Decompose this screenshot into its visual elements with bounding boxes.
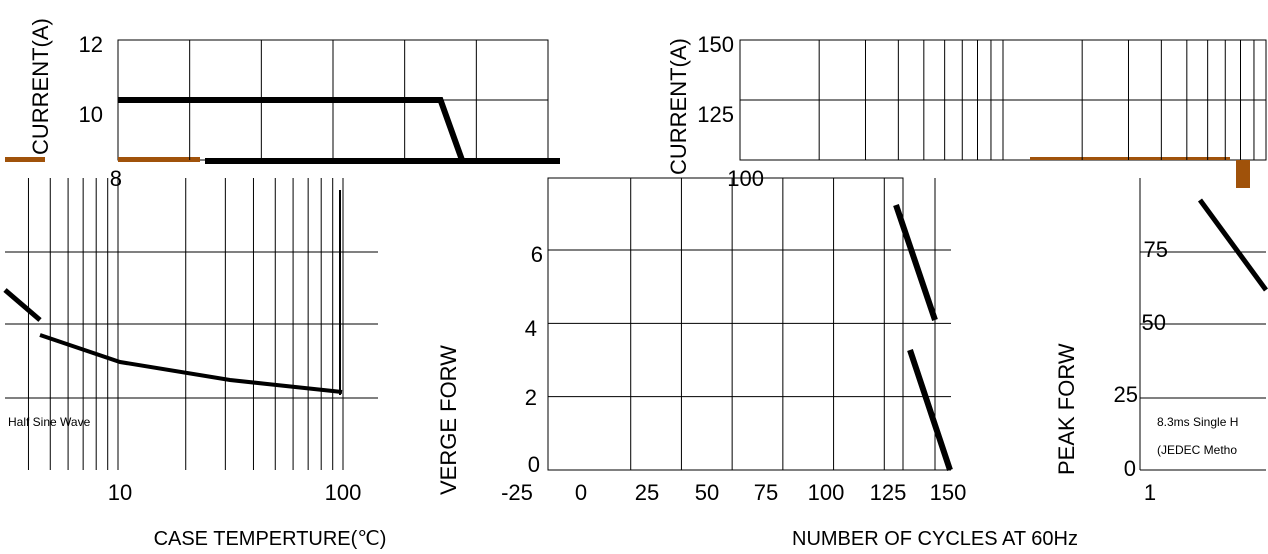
series-line: [1197, 198, 1268, 292]
y-axis-title-bottom-right: PEAK FORW: [1054, 343, 1079, 475]
bottom-middle-chart: [547, 177, 904, 471]
y-tick-label: 0: [1124, 456, 1136, 481]
y-axis-title-top-left: CURRENT(A): [28, 18, 53, 155]
series-line: [118, 97, 465, 162]
x-tick-label: 125: [870, 480, 907, 505]
x-tick-label: 100: [325, 480, 362, 505]
x-tick-label: 50: [695, 480, 719, 505]
y-axis-title-bottom-middle: VERGE FORW: [436, 345, 461, 495]
x-tick-label: 1: [1144, 480, 1156, 505]
y-tick-label: 2: [525, 385, 537, 410]
annotation-jedec: (JEDEC Metho: [1157, 443, 1237, 457]
series-line: [893, 204, 938, 321]
divider-band-right: [1030, 157, 1230, 160]
plot-curves: [3, 97, 1268, 471]
y-tick-label: 12: [79, 32, 103, 57]
y-axis-title-top-right: CURRENT(A): [666, 38, 691, 175]
y-tick-label: 4: [525, 316, 537, 341]
y-tick-label: 10: [79, 102, 103, 127]
x-tick-label: 75: [754, 480, 778, 505]
divider-band-dark: [205, 158, 560, 164]
x-tick-label: 10: [108, 480, 132, 505]
series-line: [3, 288, 42, 322]
y-tick-label: 50: [1142, 310, 1166, 335]
x-axis-title-right: NUMBER OF CYCLES AT 60Hz: [792, 528, 1078, 550]
x-tick-label: 25: [635, 480, 659, 505]
series-line: [907, 349, 953, 471]
y-tick-label: 125: [697, 102, 734, 127]
annotation-single-half: 8.3ms Single H: [1157, 415, 1238, 429]
x-axis-title-left: CASE TEMPERTURE(℃): [154, 528, 387, 550]
y-tick-label: 150: [697, 32, 734, 57]
grid-lines: [5, 39, 1267, 471]
x-tick-label: -25: [501, 480, 533, 505]
x-tick-label: 0: [575, 480, 587, 505]
divider-band-mid: [118, 157, 200, 162]
y-tick-label: 75: [1144, 237, 1168, 262]
y-tick-label: 6: [531, 242, 543, 267]
x-tick-label: 100: [808, 480, 845, 505]
divider-band-left: [5, 157, 45, 162]
x-tick-label: 150: [930, 480, 967, 505]
y-tick-label: 0: [528, 452, 540, 477]
corner-mark: [1236, 160, 1250, 188]
y-tick-label: 8: [110, 166, 122, 191]
annotation-half-sine: Half Sine Wave: [8, 415, 91, 429]
y-tick-label: 25: [1114, 382, 1138, 407]
series-line: [39, 333, 343, 394]
y-tick-label: 100: [727, 166, 764, 191]
